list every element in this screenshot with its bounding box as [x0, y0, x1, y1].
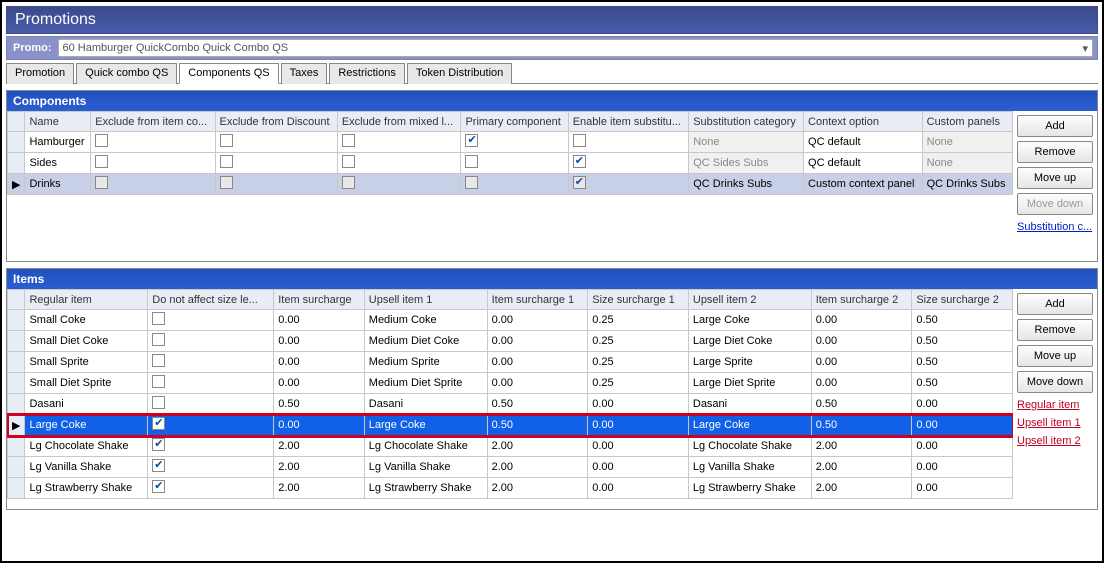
checkbox[interactable] [220, 176, 233, 189]
tab-quick-combo-qs[interactable]: Quick combo QS [76, 63, 177, 84]
tab-components-qs[interactable]: Components QS [179, 63, 278, 84]
components-col-header[interactable]: Primary component [461, 112, 568, 132]
components-section: Components NameExclude from item co...Ex… [6, 90, 1098, 262]
page-title: Promotions [6, 6, 1098, 34]
regular-item-link[interactable]: Regular item [1017, 399, 1093, 411]
items-col-header[interactable]: Regular item [25, 290, 148, 310]
components-col-header[interactable]: Enable item substitu... [568, 112, 688, 132]
items-col-header[interactable]: Size surcharge 2 [912, 290, 1013, 310]
components-col-header[interactable]: Exclude from mixed l... [337, 112, 461, 132]
checkbox[interactable] [152, 354, 165, 367]
checkbox[interactable] [152, 333, 165, 346]
checkbox[interactable] [573, 155, 586, 168]
upsell-item-1-link[interactable]: Upsell item 1 [1017, 417, 1093, 429]
upsell-item-2-link[interactable]: Upsell item 2 [1017, 435, 1093, 447]
checkbox[interactable] [95, 176, 108, 189]
checkbox[interactable] [573, 134, 586, 147]
components-side-buttons: Add Remove Move up Move down Substitution c.… [1013, 111, 1097, 261]
items-section: Items Regular itemDo not affect size le.… [6, 268, 1098, 510]
checkbox[interactable] [152, 438, 165, 451]
items-row[interactable]: Small Coke0.00Medium Coke0.000.25Large C… [8, 310, 1013, 331]
items-col-header[interactable]: Size surcharge 1 [588, 290, 689, 310]
move-up-button[interactable]: Move up [1017, 167, 1093, 189]
components-col-header[interactable]: Substitution category [689, 112, 804, 132]
components-row[interactable]: HamburgerNoneQC defaultNone [8, 132, 1013, 153]
items-col-header[interactable]: Upsell item 1 [364, 290, 487, 310]
checkbox[interactable] [152, 375, 165, 388]
items-row[interactable]: Lg Chocolate Shake2.00Lg Chocolate Shake… [8, 436, 1013, 457]
checkbox[interactable] [342, 155, 355, 168]
checkbox[interactable] [220, 155, 233, 168]
move-up-button[interactable]: Move up [1017, 345, 1093, 367]
items-row[interactable]: Dasani0.50Dasani0.500.00Dasani0.500.00 [8, 394, 1013, 415]
promo-value: 60 Hamburger QuickCombo Quick Combo QS [63, 42, 289, 54]
items-row[interactable]: ▶Large Coke0.00Large Coke0.500.00Large C… [8, 415, 1013, 436]
items-col-header[interactable]: Do not affect size le... [148, 290, 274, 310]
items-side-buttons: Add Remove Move up Move down Regular item Ups… [1013, 289, 1097, 509]
items-header: Items [7, 269, 1097, 289]
checkbox[interactable] [152, 396, 165, 409]
components-row[interactable]: ▶DrinksQC Drinks SubsCustom context pane… [8, 174, 1013, 195]
items-row[interactable]: Small Diet Coke0.00Medium Diet Coke0.000… [8, 331, 1013, 352]
checkbox[interactable] [465, 155, 478, 168]
checkbox[interactable] [95, 134, 108, 147]
tab-promotion[interactable]: Promotion [6, 63, 74, 84]
items-grid[interactable]: Regular itemDo not affect size le...Item… [7, 289, 1013, 509]
components-col-header[interactable]: Custom panels [922, 112, 1012, 132]
checkbox[interactable] [152, 459, 165, 472]
tabstrip: PromotionQuick combo QSComponents QSTaxe… [6, 62, 1098, 84]
components-col-header[interactable]: Context option [804, 112, 923, 132]
chevron-down-icon: ▾ [1082, 42, 1088, 55]
substitution-link[interactable]: Substitution c... [1017, 221, 1093, 233]
add-button[interactable]: Add [1017, 293, 1093, 315]
add-button[interactable]: Add [1017, 115, 1093, 137]
checkbox[interactable] [342, 134, 355, 147]
items-row[interactable]: Small Diet Sprite0.00Medium Diet Sprite0… [8, 373, 1013, 394]
items-col-header[interactable]: Item surcharge 1 [487, 290, 588, 310]
checkbox[interactable] [465, 176, 478, 189]
components-grid[interactable]: NameExclude from item co...Exclude from … [7, 111, 1013, 261]
checkbox[interactable] [152, 312, 165, 325]
remove-button[interactable]: Remove [1017, 141, 1093, 163]
items-col-header[interactable]: Item surcharge [274, 290, 365, 310]
tab-taxes[interactable]: Taxes [281, 63, 328, 84]
components-header: Components [7, 91, 1097, 111]
checkbox[interactable] [152, 417, 165, 430]
move-down-button[interactable]: Move down [1017, 371, 1093, 393]
checkbox[interactable] [465, 134, 478, 147]
components-col-header[interactable]: Exclude from item co... [91, 112, 215, 132]
checkbox[interactable] [342, 176, 355, 189]
items-row[interactable]: Small Sprite0.00Medium Sprite0.000.25Lar… [8, 352, 1013, 373]
components-col-header[interactable]: Name [25, 112, 91, 132]
remove-button[interactable]: Remove [1017, 319, 1093, 341]
items-row[interactable]: Lg Strawberry Shake2.00Lg Strawberry Sha… [8, 478, 1013, 499]
checkbox[interactable] [573, 176, 586, 189]
components-row[interactable]: SidesQC Sides SubsQC defaultNone [8, 153, 1013, 174]
items-col-header[interactable]: Item surcharge 2 [811, 290, 912, 310]
items-col-header[interactable]: Upsell item 2 [688, 290, 811, 310]
checkbox[interactable] [95, 155, 108, 168]
checkbox[interactable] [220, 134, 233, 147]
tab-restrictions[interactable]: Restrictions [329, 63, 404, 84]
checkbox[interactable] [152, 480, 165, 493]
promo-dropdown[interactable]: 60 Hamburger QuickCombo Quick Combo QS ▾ [58, 39, 1094, 57]
items-row[interactable]: Lg Vanilla Shake2.00Lg Vanilla Shake2.00… [8, 457, 1013, 478]
move-down-button[interactable]: Move down [1017, 193, 1093, 215]
promo-label: Promo: [7, 42, 58, 54]
promo-selector-row: Promo: 60 Hamburger QuickCombo Quick Com… [6, 36, 1098, 60]
tab-token-distribution[interactable]: Token Distribution [407, 63, 512, 84]
components-col-header[interactable]: Exclude from Discount [215, 112, 337, 132]
